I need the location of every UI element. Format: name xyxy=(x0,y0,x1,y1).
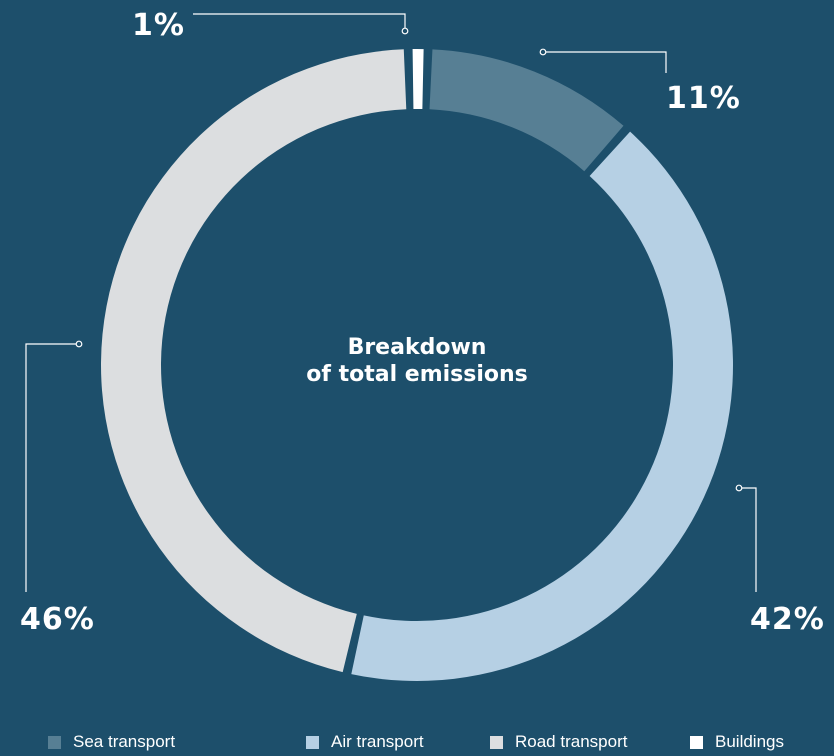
legend-swatch-buildings xyxy=(690,735,703,749)
chart-title: Breakdown of total emissions xyxy=(267,334,567,388)
data-label-air-transport: 42% xyxy=(750,602,825,637)
chart-title-line2: of total emissions xyxy=(306,362,528,387)
donut-slice-buildings xyxy=(412,49,424,110)
legend-swatch-air-transport xyxy=(306,735,319,749)
leader-line-buildings-dot xyxy=(401,27,409,35)
data-label-buildings: 1% xyxy=(132,8,185,43)
legend-label-sea-transport: Sea transport xyxy=(73,732,176,751)
leader-line-sea-transport-dot xyxy=(539,48,547,56)
chart-legend: Sea transport Air transport Road transpo… xyxy=(0,732,834,756)
chart-title-line1: Breakdown xyxy=(347,335,487,360)
data-label-sea-transport: 11% xyxy=(666,81,741,116)
leader-line-road-transport xyxy=(25,343,77,592)
data-label-road-transport: 46% xyxy=(20,602,95,637)
legend-label-air-transport: Air transport xyxy=(331,732,424,751)
legend-item-buildings: Buildings xyxy=(690,732,784,752)
legend-item-road-transport: Road transport xyxy=(490,732,627,752)
legend-swatch-road-transport xyxy=(490,735,503,749)
legend-swatch-sea-transport xyxy=(48,735,61,749)
leader-line-air-transport-dot xyxy=(735,484,743,492)
legend-item-air-transport: Air transport xyxy=(306,732,424,752)
leader-line-air-transport xyxy=(741,487,757,592)
leader-line-buildings xyxy=(193,13,406,29)
legend-label-road-transport: Road transport xyxy=(515,732,628,751)
donut-slice-road-transport xyxy=(101,49,407,673)
legend-label-buildings: Buildings xyxy=(715,732,784,751)
donut-slice-sea-transport xyxy=(429,49,624,172)
leader-line-sea-transport xyxy=(545,51,667,73)
donut-slice-air-transport xyxy=(351,131,734,682)
leader-line-road-transport-dot xyxy=(75,340,83,348)
legend-item-sea-transport: Sea transport xyxy=(48,732,175,752)
